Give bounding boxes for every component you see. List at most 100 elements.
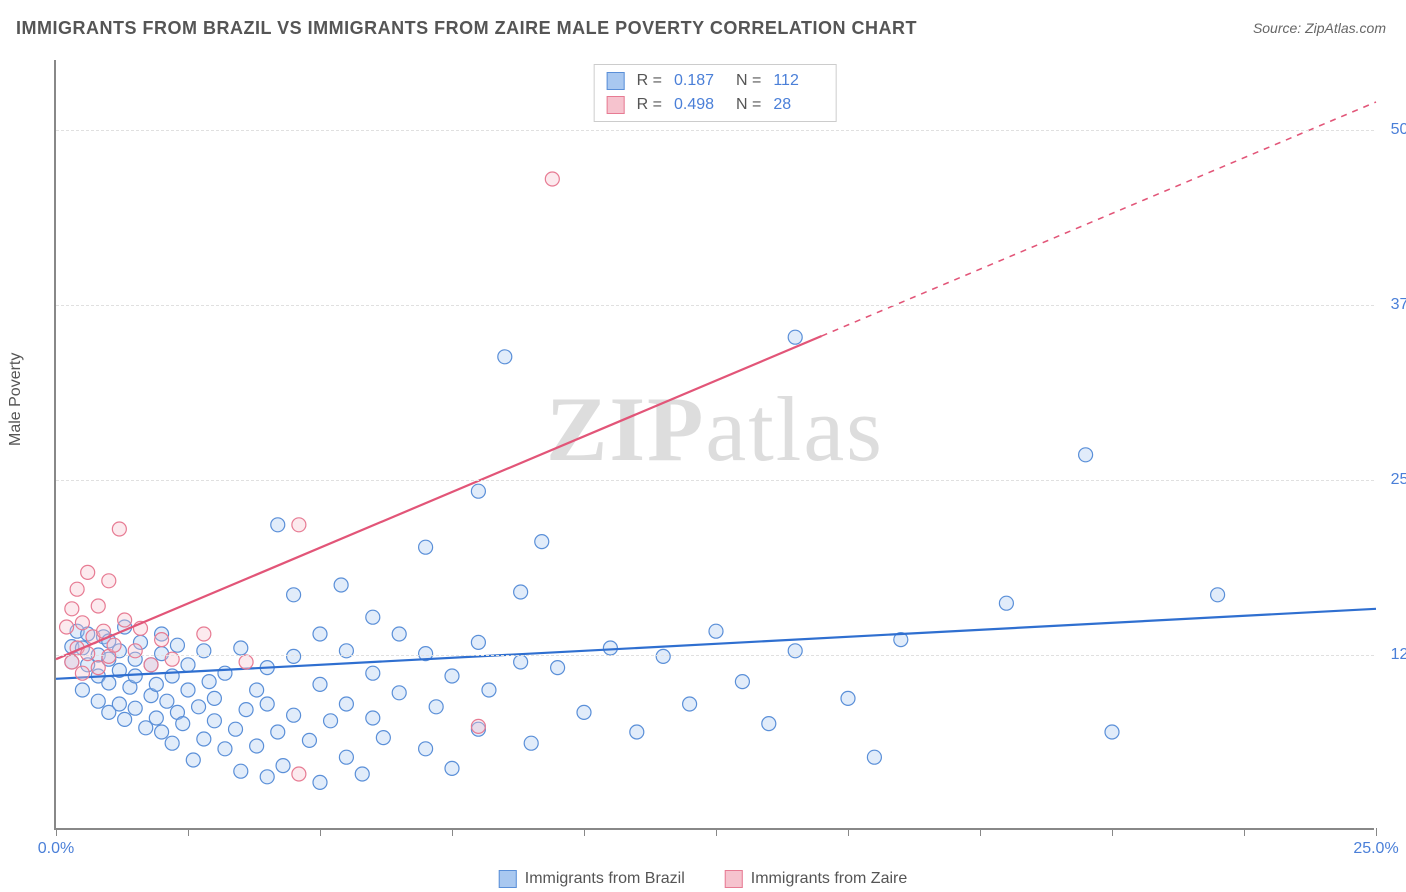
legend-label: Immigrants from Zaire — [751, 870, 907, 888]
data-point — [324, 714, 338, 728]
data-point — [471, 719, 485, 733]
chart-title: IMMIGRANTS FROM BRAZIL VS IMMIGRANTS FRO… — [16, 18, 917, 39]
x-tick — [1112, 828, 1113, 836]
data-point — [535, 535, 549, 549]
x-tick — [1376, 828, 1377, 836]
data-point — [339, 697, 353, 711]
data-point — [102, 574, 116, 588]
data-point — [60, 620, 74, 634]
data-point — [514, 655, 528, 669]
data-point — [276, 759, 290, 773]
x-tick — [716, 828, 717, 836]
data-point — [118, 613, 132, 627]
data-point — [271, 725, 285, 739]
grid-line — [56, 480, 1374, 481]
data-point — [524, 736, 538, 750]
data-point — [128, 669, 142, 683]
x-tick — [584, 828, 585, 836]
data-point — [260, 697, 274, 711]
data-point — [392, 627, 406, 641]
data-point — [197, 732, 211, 746]
data-point — [735, 675, 749, 689]
chart-container: IMMIGRANTS FROM BRAZIL VS IMMIGRANTS FRO… — [0, 0, 1406, 892]
data-point — [176, 717, 190, 731]
data-point — [149, 677, 163, 691]
data-point — [207, 714, 221, 728]
data-point — [234, 641, 248, 655]
data-point — [155, 725, 169, 739]
data-point — [287, 588, 301, 602]
data-point — [999, 596, 1013, 610]
data-point — [112, 697, 126, 711]
data-point — [419, 742, 433, 756]
data-point — [429, 700, 443, 714]
y-tick-label: 50.0% — [1391, 121, 1406, 139]
trend-line — [56, 336, 822, 659]
data-point — [218, 742, 232, 756]
data-point — [471, 484, 485, 498]
data-point — [355, 767, 369, 781]
data-point — [762, 717, 776, 731]
data-point — [603, 641, 617, 655]
data-point — [841, 691, 855, 705]
grid-line — [56, 655, 1374, 656]
trend-line-extrapolated — [822, 102, 1376, 336]
x-tick — [320, 828, 321, 836]
data-point — [260, 770, 274, 784]
data-point — [165, 669, 179, 683]
data-point — [144, 658, 158, 672]
x-tick — [848, 828, 849, 836]
data-point — [118, 712, 132, 726]
data-point — [181, 658, 195, 672]
data-point — [128, 701, 142, 715]
data-point — [419, 540, 433, 554]
data-point — [656, 649, 670, 663]
data-point — [683, 697, 697, 711]
data-point — [250, 683, 264, 697]
data-point — [313, 775, 327, 789]
legend-swatch — [499, 870, 517, 888]
data-point — [207, 691, 221, 705]
x-tick-label: 0.0% — [38, 840, 74, 858]
data-point — [392, 686, 406, 700]
data-point — [75, 683, 89, 697]
data-point — [70, 582, 84, 596]
chart-svg — [56, 60, 1374, 828]
source-attribution: Source: ZipAtlas.com — [1253, 20, 1386, 36]
data-point — [1105, 725, 1119, 739]
plot-area: ZIPatlas R = 0.187 N = 112 R = 0.498 N =… — [54, 60, 1374, 830]
data-point — [81, 565, 95, 579]
y-tick-label: 37.5% — [1391, 296, 1406, 314]
data-point — [65, 602, 79, 616]
data-point — [313, 677, 327, 691]
data-point — [339, 750, 353, 764]
data-point — [75, 616, 89, 630]
data-point — [250, 739, 264, 753]
x-tick — [1244, 828, 1245, 836]
data-point — [170, 638, 184, 652]
data-point — [366, 711, 380, 725]
data-point — [75, 666, 89, 680]
data-point — [234, 764, 248, 778]
data-point — [287, 708, 301, 722]
y-axis-title: Male Poverty — [7, 353, 25, 446]
data-point — [155, 633, 169, 647]
trend-line — [56, 609, 1376, 679]
data-point — [1211, 588, 1225, 602]
series-legend: Immigrants from Brazil Immigrants from Za… — [499, 870, 908, 888]
data-point — [867, 750, 881, 764]
data-point — [482, 683, 496, 697]
data-point — [91, 661, 105, 675]
data-point — [292, 767, 306, 781]
data-point — [202, 675, 216, 689]
x-tick — [452, 828, 453, 836]
data-point — [313, 627, 327, 641]
data-point — [165, 736, 179, 750]
legend-label: Immigrants from Brazil — [525, 870, 685, 888]
data-point — [498, 350, 512, 364]
data-point — [788, 330, 802, 344]
data-point — [192, 700, 206, 714]
data-point — [551, 661, 565, 675]
data-point — [181, 683, 195, 697]
data-point — [160, 694, 174, 708]
